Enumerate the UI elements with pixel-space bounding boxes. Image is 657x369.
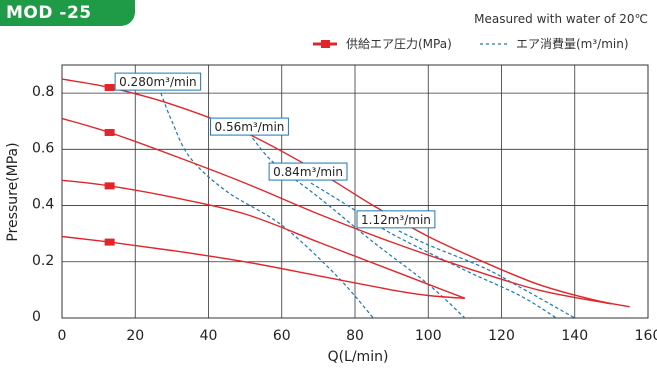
- air-consumption-curves: [160, 92, 576, 319]
- tick-labels: 0 20 40 60 80 100 120 140 160 0 0.2 0.4 0.6 0.8: [32, 84, 657, 344]
- flow-label-text: 0.280m³/min: [119, 75, 197, 89]
- air-consumption-line: [310, 182, 557, 319]
- legend-air-label: エア消費量(m³/min): [516, 36, 629, 51]
- flow-label-box: [210, 117, 289, 136]
- flow-label: 0.56m³/min: [210, 117, 289, 136]
- supply-pressure-marker: [104, 238, 115, 246]
- x-tick-label: 80: [346, 328, 364, 344]
- y-tick-label: 0.8: [32, 84, 54, 100]
- pressure-curves: [61, 78, 630, 308]
- grid: [61, 64, 649, 319]
- air-consumption-line: [160, 92, 374, 319]
- x-tick-label: 20: [126, 328, 144, 344]
- pressure-line: [61, 78, 630, 308]
- y-tick-label: 0.2: [32, 253, 54, 269]
- y-tick-label: 0: [32, 309, 41, 325]
- air-consumption-line: [252, 137, 466, 319]
- x-tick-label: 120: [488, 328, 515, 344]
- legend-pressure-label: 供給エア圧力(MPa): [346, 37, 452, 51]
- model-badge-label: MOD -25: [6, 3, 92, 23]
- y-tick-label: 0.4: [32, 197, 54, 213]
- pressure-line: [61, 235, 465, 299]
- x-tick-label: 60: [273, 328, 291, 344]
- x-axis-label: Q(L/min): [328, 349, 389, 365]
- plot-frame: [61, 64, 649, 319]
- x-tick-label: 140: [561, 328, 588, 344]
- flow-label-text: 0.84m³/min: [273, 165, 343, 179]
- model-badge: MOD -25: [0, 0, 135, 26]
- flow-label-box: [268, 162, 348, 181]
- flow-labels: 0.280m³/min 0.56m³/min 0.84m³/min 1.12m³/mi…: [114, 72, 436, 229]
- air-consumption-line: [398, 230, 576, 319]
- supply-pressure-marker: [104, 128, 115, 136]
- x-tick-label: 0: [58, 328, 67, 344]
- measurement-note: Measured with water of 20℃: [474, 12, 648, 26]
- supply-pressure-marker: [104, 182, 115, 190]
- supply-pressure-marker: [104, 83, 115, 91]
- y-axis-label: Pressure(MPa): [5, 142, 21, 241]
- flow-label-text: 0.56m³/min: [215, 120, 285, 134]
- flow-label-box: [356, 210, 436, 229]
- flow-label: 0.280m³/min: [114, 72, 202, 91]
- legend-pressure-marker: [321, 40, 330, 48]
- x-tick-label: 100: [415, 328, 442, 344]
- y-tick-label: 0.6: [32, 140, 54, 156]
- pressure-line: [61, 179, 466, 299]
- supply-markers: [104, 83, 115, 246]
- pressure-line: [61, 117, 612, 305]
- flow-label: 1.12m³/min: [356, 210, 436, 229]
- flow-label: 0.84m³/min: [268, 162, 348, 181]
- flow-label-box: [114, 72, 202, 91]
- x-tick-label: 160: [635, 328, 657, 344]
- x-tick-label: 40: [200, 328, 218, 344]
- flow-label-text: 1.12m³/min: [361, 213, 431, 227]
